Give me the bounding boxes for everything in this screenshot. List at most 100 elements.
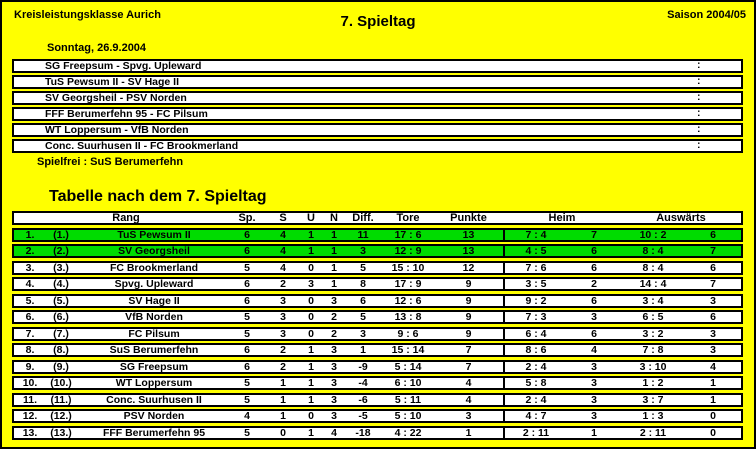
column-header-differenz: Diff.: [352, 212, 374, 224]
table-row: 8. (8.) SuS Berumerfehn 6 2 1 3 1 15 : 1…: [12, 343, 743, 357]
previous-rank-cell: (12.): [50, 410, 72, 422]
team-name-cell: WT Loppersum: [115, 377, 193, 389]
home-goals-cell: 6 : 4: [503, 328, 567, 339]
away-goals-cell: 10 : 2: [639, 228, 667, 241]
wins-cell: 1: [280, 377, 286, 389]
rank-cell: 10.: [22, 377, 38, 389]
team-name-cell: PSV Norden: [123, 410, 185, 422]
games-cell: 6: [244, 228, 250, 241]
points-cell: 9: [465, 327, 472, 340]
rank-cell: 12.: [22, 410, 38, 422]
team-name-cell: FC Pilsum: [128, 327, 180, 340]
team-name-cell: TuS Pewsum II: [117, 228, 191, 241]
games-cell: 6: [244, 278, 250, 290]
home-goals-cell: 3 : 5: [503, 279, 567, 289]
match-result: :: [697, 123, 701, 135]
draws-cell: 0: [308, 311, 314, 323]
home-goals-cell: 8 : 6: [503, 345, 567, 355]
table-header-row: Rang Sp. S U N Diff. Tore Punkte Heim Au…: [12, 211, 743, 225]
wins-cell: 0: [280, 426, 286, 439]
games-cell: 5: [244, 327, 250, 340]
away-goals-cell: 8 : 4: [642, 261, 664, 274]
column-header-heim: Heim: [548, 212, 576, 224]
goals-cell: 5 : 10: [394, 410, 422, 422]
previous-rank-cell: (8.): [53, 344, 69, 356]
goal-diff-cell: 3: [360, 327, 366, 340]
league-table-body: 1. (1.) TuS Pewsum II 6 4 1 1 11 17 : 6 …: [12, 227, 743, 440]
wins-cell: 1: [280, 410, 286, 422]
losses-cell: 3: [331, 360, 337, 373]
goals-cell: 9 : 6: [397, 327, 419, 340]
losses-cell: 3: [331, 393, 337, 406]
draws-cell: 0: [308, 327, 314, 340]
goals-cell: 15 : 10: [391, 261, 425, 274]
points-cell: 9: [465, 311, 472, 323]
away-points-cell: 3: [710, 294, 716, 307]
home-goals-cell: 5 : 8: [503, 378, 567, 388]
home-points-cell: 3: [591, 360, 597, 373]
points-cell: 7: [465, 360, 472, 373]
away-points-cell: 3: [710, 344, 716, 356]
wins-cell: 4: [280, 261, 286, 274]
wins-cell: 3: [280, 327, 286, 340]
goal-diff-cell: 6: [360, 294, 366, 307]
points-cell: 9: [465, 278, 472, 290]
goals-cell: 5 : 14: [394, 360, 422, 373]
goals-cell: 12 : 9: [394, 245, 422, 257]
previous-rank-cell: (5.): [53, 294, 69, 307]
previous-rank-cell: (6.): [53, 311, 69, 323]
fixture-date: Sonntag, 26.9.2004: [47, 42, 147, 54]
away-goals-cell: 6 : 5: [642, 311, 664, 323]
draws-cell: 1: [308, 228, 314, 241]
page-title: 7. Spieltag: [340, 13, 416, 30]
column-header-spiele: Sp.: [238, 212, 256, 224]
table-row: 7. (7.) FC Pilsum 5 3 0 2 3 9 : 6 9 6 : …: [12, 326, 743, 341]
home-goals-cell: 7 : 4: [503, 229, 567, 240]
rank-cell: 6.: [25, 311, 35, 323]
home-goals-cell: 2 : 4: [503, 394, 567, 405]
goals-cell: 4 : 22: [394, 426, 422, 439]
away-points-cell: 3: [710, 327, 716, 340]
table-row: 6. (6.) VfB Norden 5 3 0 2 5 13 : 8 9 7 …: [12, 310, 743, 324]
rank-cell: 5.: [25, 294, 35, 307]
home-points-cell: 3: [591, 410, 597, 422]
draws-cell: 1: [308, 393, 314, 406]
column-header-punkte: Punkte: [450, 212, 487, 224]
match-row: WT Loppersum - VfB Norden :: [12, 123, 743, 137]
match-teams: TuS Pewsum II - SV Hage II: [45, 76, 180, 88]
bye-note: Spielfrei : SuS Berumerfehn: [37, 156, 184, 168]
home-points-cell: 3: [591, 377, 597, 389]
match-result: :: [697, 139, 701, 151]
previous-rank-cell: (11.): [50, 393, 72, 406]
wins-cell: 3: [280, 294, 286, 307]
wins-cell: 4: [280, 228, 286, 241]
draws-cell: 1: [308, 245, 314, 257]
table-row: 11. (11.) Conc. Suurhusen II 5 1 1 3 -6 …: [12, 392, 743, 407]
match-list: SG Freepsum - Spvg. Upleward : TuS Pewsu…: [12, 59, 743, 153]
away-points-cell: 6: [710, 311, 716, 323]
home-goals-cell: 7 : 6: [503, 262, 567, 273]
points-cell: 1: [465, 426, 472, 439]
points-cell: 12: [462, 261, 475, 274]
losses-cell: 2: [331, 311, 337, 323]
rank-cell: 2.: [25, 245, 35, 257]
away-goals-cell: 2 : 11: [639, 426, 667, 439]
team-name-cell: SG Freepsum: [119, 360, 189, 373]
goal-diff-cell: 1: [360, 344, 366, 356]
home-points-cell: 6: [591, 294, 597, 307]
draws-cell: 1: [308, 377, 314, 389]
games-cell: 5: [244, 426, 250, 439]
wins-cell: 2: [280, 278, 286, 290]
match-row: TuS Pewsum II - SV Hage II :: [12, 75, 743, 89]
games-cell: 4: [244, 410, 250, 422]
goals-cell: 13 : 8: [394, 311, 422, 323]
season-label: Saison 2004/05: [667, 9, 746, 21]
goal-diff-cell: -5: [358, 410, 368, 422]
draws-cell: 1: [308, 360, 314, 373]
losses-cell: 3: [331, 294, 337, 307]
match-row: FFF Berumerfehn 95 - FC Pilsum :: [12, 107, 743, 121]
games-cell: 6: [244, 360, 250, 373]
losses-cell: 1: [331, 261, 337, 274]
away-points-cell: 6: [710, 261, 716, 274]
